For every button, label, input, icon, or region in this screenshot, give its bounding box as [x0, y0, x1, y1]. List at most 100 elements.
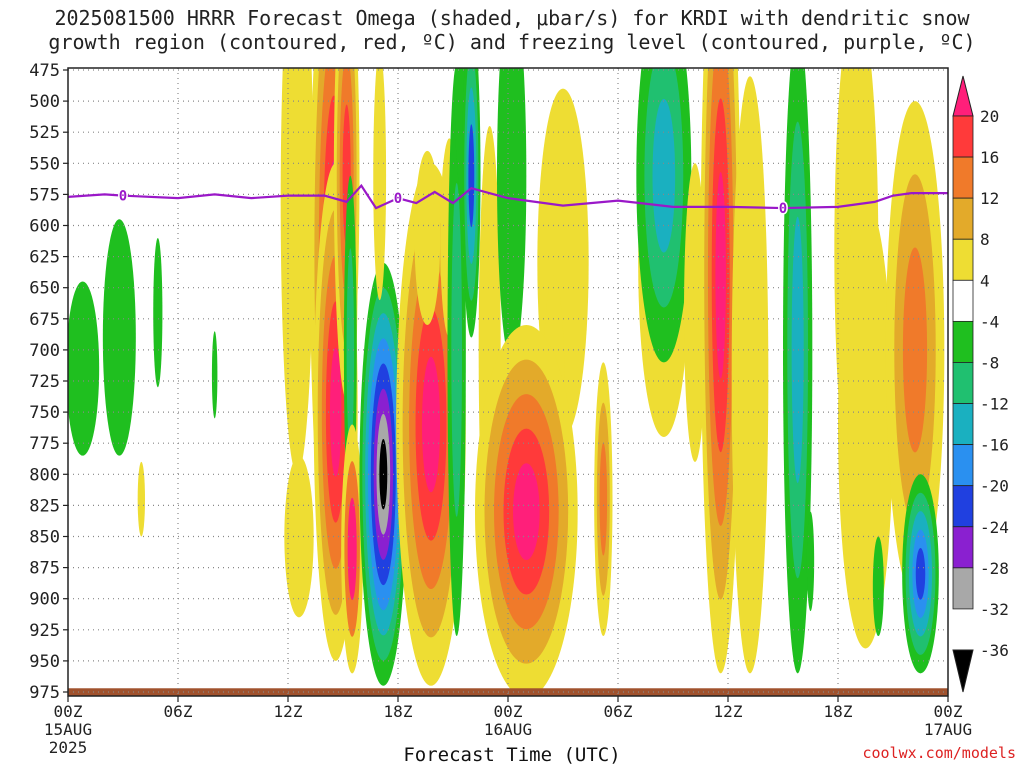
y-tick-label-10: 725 — [29, 372, 60, 392]
y-tick-label-9: 700 — [29, 341, 60, 361]
omega-contour-19-3 — [468, 124, 475, 228]
colorbar-label-8: -16 — [980, 436, 1009, 455]
freezing-level-line — [68, 183, 948, 210]
colorbar-label-6: -8 — [980, 353, 999, 372]
omega-contour-36-0 — [872, 536, 884, 637]
x-date-label-2-0: 17AUG — [924, 720, 972, 739]
title-line-2: growth region (contoured, red, ºC) and f… — [48, 30, 976, 54]
omega-contour-17-1 — [451, 182, 463, 517]
y-axis-ticks: 475 500 525 550 575 600 625 650 675 700 725 750 775 8… — [29, 61, 68, 703]
title-line-1: 2025081500 HRRR Forecast Omega (shaded, … — [54, 6, 970, 30]
y-tick-label-13: 800 — [29, 465, 60, 485]
x-tick-label-3: 18Z — [384, 702, 413, 721]
omega-contour-31-2 — [791, 216, 804, 484]
x-axis-label: Forecast Time (UTC) — [403, 744, 621, 766]
omega-contour-27-2 — [652, 98, 676, 253]
y-tick-label-18: 925 — [29, 621, 60, 641]
omega-contour-34-0 — [838, 200, 893, 649]
omega-contour-4-0 — [211, 331, 218, 419]
x-tick-label-4: 00Z — [494, 702, 523, 721]
colorbar-segment-12 — [952, 567, 974, 610]
colorbar-label-4: 4 — [980, 271, 990, 290]
omega-contour-15-0 — [414, 150, 441, 326]
freezing-level-label-2: 0 — [779, 201, 787, 217]
colorbar-label-7: -12 — [980, 395, 1009, 414]
x-tick-label-1: 06Z — [164, 702, 193, 721]
omega-contour-0-0 — [68, 281, 100, 456]
grid-lines — [68, 68, 948, 696]
y-tick-label-3: 550 — [29, 154, 60, 174]
omega-shading — [68, 68, 948, 696]
x-date-label-0-0: 15AUG — [44, 720, 92, 739]
colorbar-bottom-arrow — [952, 649, 974, 693]
omega-contour-30-0 — [731, 76, 769, 674]
freezing-level-label-0: 0 — [119, 189, 127, 205]
colorbar: 20 16 12 8 4 -4 -8 -12 -16 -20 -24 -28 -32 -36 — [952, 75, 1009, 693]
colorbar-segment-4 — [952, 238, 974, 281]
colorbar-label-12: -32 — [980, 600, 1009, 619]
x-tick-label-8: 00Z — [934, 702, 963, 721]
omega-contour-29-4 — [715, 172, 726, 379]
y-tick-label-8: 675 — [29, 310, 60, 330]
colorbar-segment-6 — [952, 320, 974, 363]
y-tick-label-4: 575 — [29, 185, 60, 205]
colorbar-label-11: -28 — [980, 559, 1009, 578]
x-tick-label-0: 00Z — [54, 702, 83, 721]
x-tick-label-6: 12Z — [714, 702, 743, 721]
y-tick-label-11: 750 — [29, 403, 60, 423]
x-axis-ticks: 00Z 06Z 12Z 18Z 00Z 06Z 12Z 18Z 00Z15AUG202516AU… — [44, 696, 972, 757]
y-tick-label-16: 875 — [29, 559, 60, 579]
colorbar-label-13: -36 — [980, 641, 1009, 660]
y-tick-label-12: 775 — [29, 434, 60, 454]
colorbar-label-9: -20 — [980, 477, 1009, 496]
freezing-level-label-1: 0 — [394, 191, 402, 207]
colorbar-segment-9 — [952, 444, 974, 487]
x-tick-label-7: 18Z — [824, 702, 853, 721]
colorbar-label-3: 8 — [980, 230, 990, 249]
y-tick-label-5: 600 — [29, 217, 60, 237]
omega-contour-21-0 — [497, 68, 527, 363]
credit-text: coolwx.com/models — [862, 744, 1016, 762]
colorbar-segment-3 — [952, 197, 974, 240]
y-tick-label-6: 625 — [29, 248, 60, 268]
y-tick-label-19: 950 — [29, 652, 60, 672]
y-tick-label-1: 500 — [29, 92, 60, 112]
omega-contour-8-4 — [329, 347, 342, 477]
x-tick-label-5: 06Z — [604, 702, 633, 721]
x-date-label-0-1: 2025 — [49, 738, 88, 757]
omega-contour-24-4 — [513, 463, 540, 560]
colorbar-segment-8 — [952, 403, 974, 446]
freezing-level-contour: 0 0 0 — [68, 183, 948, 219]
y-tick-label-2: 525 — [29, 123, 60, 143]
y-tick-label-7: 650 — [29, 279, 60, 299]
y-tick-label-15: 850 — [29, 528, 60, 548]
omega-contour-6-0 — [280, 68, 314, 475]
colorbar-label-10: -24 — [980, 518, 1009, 537]
y-tick-label-17: 900 — [29, 590, 60, 610]
omega-contour-11-2 — [347, 497, 357, 601]
chart-title: 2025081500 HRRR Forecast Omega (shaded, … — [0, 6, 1024, 54]
omega-contour-10-1 — [346, 248, 355, 452]
omega-contour-37-4 — [915, 548, 926, 600]
omega-contour-25-2 — [599, 442, 608, 556]
y-tick-label-20: 975 — [29, 683, 60, 703]
omega-contour-35-2 — [902, 247, 928, 453]
omega-contour-32-0 — [806, 511, 815, 612]
x-tick-label-2: 12Z — [274, 702, 303, 721]
colorbar-segment-1 — [952, 115, 974, 158]
colorbar-segment-2 — [952, 156, 974, 199]
colorbar-segment-10 — [952, 485, 974, 528]
colorbar-top-arrow — [952, 75, 974, 117]
colorbar-label-1: 16 — [980, 148, 999, 167]
y-tick-label-14: 825 — [29, 496, 60, 516]
omega-contour-2-0 — [153, 237, 163, 388]
x-date-label-1-0: 16AUG — [484, 720, 532, 739]
omega-contour-3-0 — [137, 461, 145, 537]
colorbar-label-2: 12 — [980, 189, 999, 208]
y-tick-label-0: 475 — [29, 61, 60, 81]
omega-contour-14-4 — [421, 356, 441, 493]
omega-contour-13-0 — [373, 68, 387, 301]
omega-contour-1-0 — [102, 219, 136, 456]
omega-contour-28-0 — [684, 163, 706, 462]
